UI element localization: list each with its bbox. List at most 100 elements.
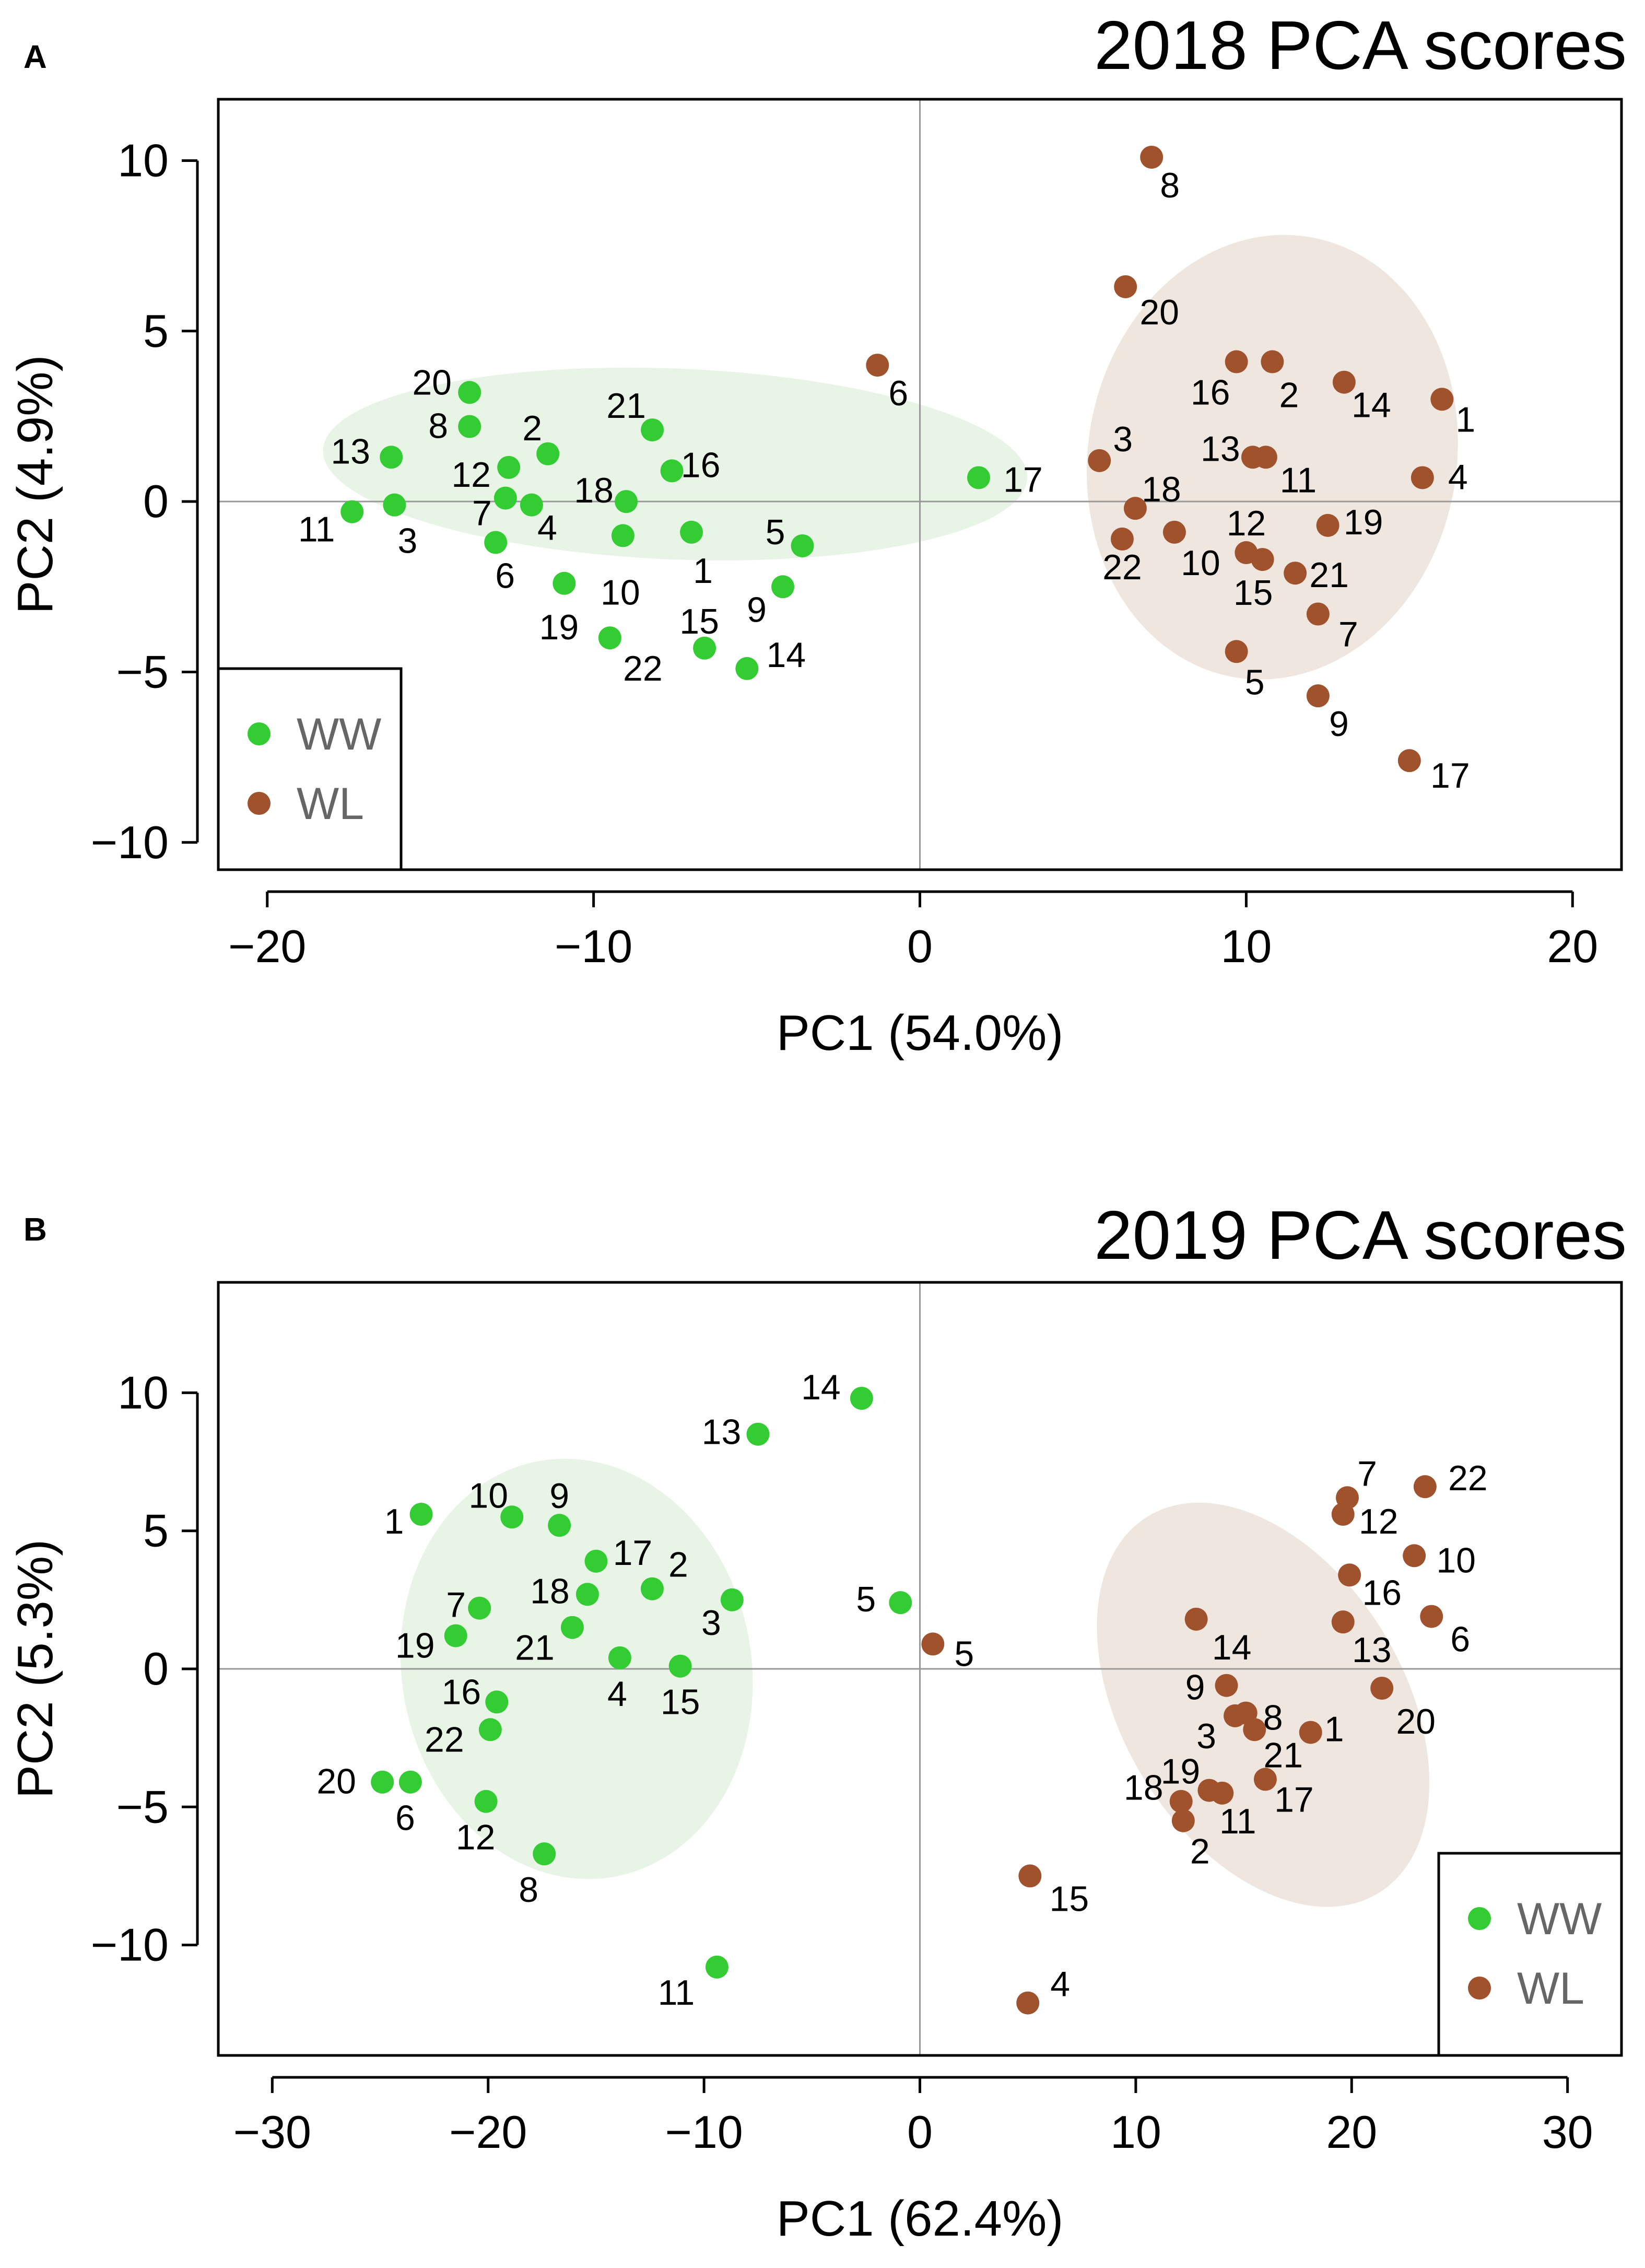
point-label-ww-20: 20 (412, 363, 452, 402)
point-ww-20 (371, 1770, 394, 1794)
legend-marker-ww (248, 722, 271, 745)
point-wl-9 (1215, 1674, 1238, 1697)
point-ww-6 (398, 1770, 422, 1794)
plot-frame (217, 98, 1623, 871)
point-label-ww-8: 8 (428, 406, 448, 446)
x-tick-label: 10 (1110, 2106, 1161, 2158)
point-ww-9 (548, 1514, 571, 1537)
chart-title: 2019 PCA scores (1094, 1197, 1627, 1273)
legend: WW WL (1437, 1852, 1623, 2057)
point-wl-18 (1169, 1790, 1193, 1813)
legend-box (1437, 1852, 1623, 2057)
point-label-ww-19: 19 (539, 607, 579, 647)
point-label-ww-19: 19 (395, 1626, 435, 1666)
point-ww-7 (494, 486, 517, 510)
point-label-ww-14: 14 (766, 635, 806, 675)
point-ww-15 (668, 1654, 692, 1678)
point-wl-14 (1184, 1607, 1208, 1631)
point-ww-10 (611, 524, 634, 547)
point-wl-14 (1332, 370, 1356, 394)
point-label-wl-12: 12 (1359, 1502, 1399, 1541)
point-ww-14 (735, 657, 759, 680)
point-label-wl-2: 2 (1190, 1832, 1210, 1872)
point-label-wl-18: 18 (1142, 470, 1181, 509)
point-ww-1 (409, 1503, 433, 1526)
y-tick-label: −10 (91, 816, 169, 868)
point-label-wl-14: 14 (1212, 1628, 1252, 1667)
point-label-ww-6: 6 (395, 1798, 415, 1838)
point-wl-6 (1420, 1605, 1443, 1628)
point-ww-19 (444, 1624, 467, 1647)
point-label-wl-6: 6 (1450, 1620, 1470, 1659)
point-wl-1 (1299, 1721, 1322, 1744)
point-label-ww-1: 1 (384, 1502, 404, 1541)
point-wl-16 (1338, 1563, 1361, 1587)
point-label-ww-7: 7 (446, 1585, 466, 1625)
point-ww-17 (967, 466, 990, 489)
point-ww-12 (497, 455, 521, 479)
point-wl-5 (1225, 640, 1248, 663)
point-ww-1 (680, 520, 703, 544)
panel-letter: B (24, 1212, 47, 1248)
legend: WW WL (217, 667, 403, 871)
point-wl-19 (1316, 513, 1340, 537)
y-tick-label: 0 (143, 475, 169, 527)
point-label-ww-13: 13 (331, 431, 370, 471)
point-ww-21 (641, 418, 664, 442)
point-label-wl-5: 5 (954, 1634, 974, 1674)
point-label-wl-7: 7 (1338, 615, 1358, 654)
y-tick-label: −10 (91, 1919, 169, 1971)
point-ww-4 (608, 1646, 631, 1669)
point-wl-22 (1413, 1475, 1437, 1499)
point-label-wl-11: 11 (1280, 460, 1317, 500)
point-label-ww-22: 22 (623, 649, 663, 688)
point-ww-22 (478, 1718, 502, 1741)
point-label-wl-7: 7 (1357, 1454, 1377, 1493)
point-wl-7 (1306, 602, 1330, 626)
point-wl-18 (1123, 497, 1147, 520)
point-label-wl-16: 16 (1362, 1573, 1402, 1612)
point-ww-11 (340, 500, 364, 523)
y-tick-label: 0 (143, 1643, 169, 1694)
point-label-ww-2: 2 (668, 1545, 688, 1585)
legend-marker-ww (1468, 1907, 1491, 1930)
point-label-wl-9: 9 (1329, 704, 1349, 744)
point-label-ww-22: 22 (425, 1720, 464, 1759)
point-wl-20 (1114, 275, 1137, 298)
point-label-wl-5: 5 (1245, 662, 1265, 702)
point-label-ww-12: 12 (451, 455, 491, 495)
legend-label-ww: WW (1517, 1894, 1602, 1944)
point-wl-1 (1430, 388, 1454, 411)
point-label-ww-2: 2 (522, 408, 542, 448)
point-wl-6 (866, 354, 889, 377)
legend-label-wl: WL (1517, 1963, 1584, 2014)
plot-frame (217, 1281, 1623, 2057)
y-axis-label: PC2 (5.3%) (7, 1539, 63, 1798)
x-tick-label: 10 (1220, 920, 1272, 972)
point-wl-16 (1225, 350, 1248, 373)
point-ww-5 (889, 1591, 912, 1615)
point-wl-13 (1331, 1610, 1355, 1634)
legend-box (217, 667, 403, 871)
point-label-ww-4: 4 (537, 508, 557, 548)
x-tick-label: −10 (665, 2106, 743, 2158)
point-label-ww-14: 14 (801, 1367, 841, 1407)
point-wl-4 (1016, 1991, 1040, 2015)
point-wl-17 (1253, 1768, 1277, 1791)
point-ww-2 (536, 442, 560, 465)
point-ww-11 (705, 1955, 728, 1979)
point-ww-13 (746, 1422, 770, 1446)
point-ww-13 (380, 446, 403, 469)
point-wl-2 (1261, 350, 1284, 373)
y-tick-label: −5 (116, 646, 169, 697)
point-label-wl-9: 9 (1185, 1668, 1205, 1708)
chart-title: 2018 PCA scores (1094, 7, 1627, 84)
y-tick-label: −5 (116, 1781, 169, 1832)
point-wl-11 (1254, 446, 1277, 469)
point-wl-11 (1211, 1781, 1234, 1805)
point-label-wl-3: 3 (1196, 1716, 1216, 1756)
